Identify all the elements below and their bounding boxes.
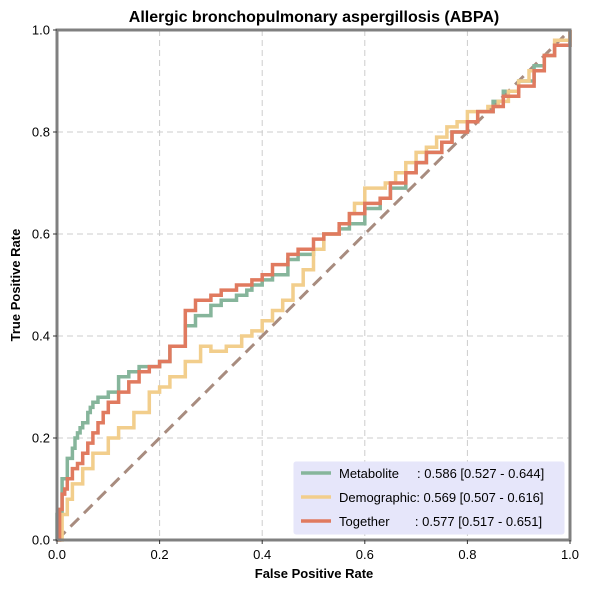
x-tick-labels: 0.0 0.2 0.4 0.6 0.8 1.0 (48, 547, 579, 562)
x-tick-label: 0.8 (458, 547, 476, 562)
legend: Metabolite : 0.586 [0.527 - 0.644] Demogr… (293, 461, 565, 535)
legend-label-together: Together : 0.577 [0.517 - 0.651] (339, 514, 542, 529)
chart-title: Allergic bronchopulmonary aspergillosis … (129, 9, 499, 26)
y-tick-label: 0.8 (32, 125, 50, 140)
y-tick-label: 0.0 (32, 533, 50, 548)
y-tick-label: 1.0 (32, 23, 50, 38)
diagonal-layer (55, 28, 572, 542)
y-tick-label: 0.6 (32, 227, 50, 242)
x-tick-label: 0.6 (356, 547, 374, 562)
series-layer (55, 30, 572, 542)
x-tick-label: 0.4 (253, 547, 271, 562)
x-tick-label: 0.0 (48, 547, 66, 562)
legend-box (293, 461, 565, 535)
y-tick-label: 0.2 (32, 431, 50, 446)
legend-items: Metabolite : 0.586 [0.527 - 0.644] Demogr… (301, 466, 544, 529)
y-axis-label: True Positive Rate (8, 229, 23, 342)
x-tick-label: 0.2 (151, 547, 169, 562)
plot-frame (55, 28, 572, 542)
y-tick-label: 0.4 (32, 329, 50, 344)
series-line-together (57, 30, 572, 542)
ticks (53, 29, 571, 544)
y-tick-labels: 0.0 0.2 0.4 0.6 0.8 1.0 (32, 23, 50, 548)
chance-diagonal-line (55, 28, 572, 542)
x-tick-label: 1.0 (561, 547, 579, 562)
legend-label-metabolite: Metabolite : 0.586 [0.527 - 0.644] (339, 466, 544, 481)
legend-label-demographic: Demographic: 0.569 [0.507 - 0.616] (339, 490, 544, 505)
x-axis-label: False Positive Rate (255, 566, 374, 581)
